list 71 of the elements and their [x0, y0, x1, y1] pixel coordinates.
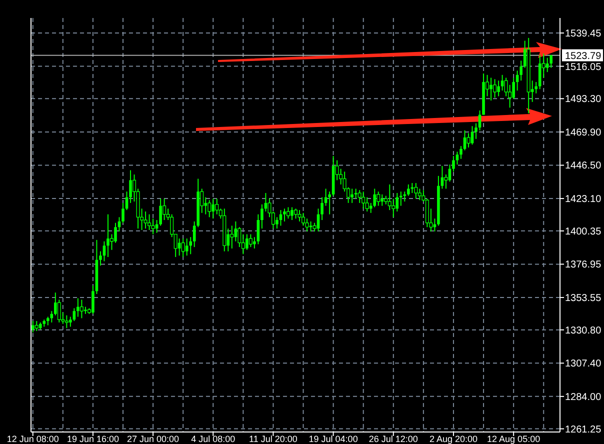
candlestick	[151, 218, 155, 235]
candlestick	[294, 208, 298, 220]
candlestick	[256, 214, 260, 245]
candlestick	[309, 220, 312, 232]
candlestick	[350, 188, 354, 204]
y-tick-label: 1376.95	[565, 260, 602, 271]
y-tick-label: 1261.25	[565, 424, 602, 436]
candlestick	[31, 320, 34, 333]
y-tick-label: 1284.00	[565, 392, 602, 403]
candlestick	[328, 191, 331, 215]
candlestick	[189, 236, 192, 255]
candlestick	[380, 194, 384, 206]
y-tick-label: 1446.50	[565, 160, 602, 172]
candlestick	[34, 320, 38, 332]
candlestick	[114, 222, 117, 244]
candlestick	[181, 238, 185, 258]
x-tick-label: 12 Jun 08:00	[6, 434, 59, 444]
candlestick	[215, 198, 219, 215]
candlestick	[106, 214, 110, 258]
x-tick-label: 11 Jul 20:00	[249, 434, 298, 444]
candlestick	[500, 74, 504, 92]
candlestick	[185, 238, 188, 256]
candlestick	[50, 310, 54, 323]
candlestick	[248, 234, 252, 248]
candlestick	[76, 298, 80, 318]
candlestick	[538, 54, 542, 90]
candlestick	[362, 191, 366, 210]
candlestick	[148, 214, 152, 230]
candlestick	[80, 299, 84, 319]
candlestick	[298, 210, 302, 222]
candlestick	[354, 188, 358, 200]
candlestick	[208, 200, 212, 218]
candlestick	[550, 54, 553, 68]
candlestick	[212, 198, 215, 220]
candlestick	[286, 206, 290, 220]
candlestick	[490, 77, 492, 102]
y-tick-label: 1516.05	[565, 62, 602, 73]
x-tick-label: 19 Jul 04:00	[308, 434, 358, 444]
y-tick-label: 1400.35	[565, 226, 602, 238]
candlestick	[376, 191, 380, 206]
candlestick	[144, 210, 148, 230]
y-tick-label: 1539.45	[565, 28, 602, 40]
candlestick	[456, 151, 459, 166]
x-tick-label: 26 Jul 12:00	[368, 434, 418, 444]
candlestick	[493, 78, 497, 98]
y-tick-label: 1469.90	[565, 127, 602, 138]
x-tick-label: 2 Aug 20:00	[429, 434, 478, 444]
candlestick	[54, 292, 57, 316]
candlestick	[407, 184, 410, 196]
x-tick-label: 27 Jun 00:00	[127, 434, 180, 444]
candlestick	[452, 156, 455, 172]
candlestick	[497, 80, 500, 97]
candlestick	[290, 206, 294, 221]
candlestick	[546, 57, 549, 73]
x-tick-label: 4 Jul 08:00	[191, 434, 236, 444]
x-tick-label: 12 Aug 05:00	[487, 434, 540, 444]
y-tick-label: 1353.55	[565, 292, 602, 304]
candlestick	[246, 234, 248, 250]
candlestick	[283, 208, 286, 222]
y-tick-label: 1307.40	[565, 358, 602, 370]
candlestick	[64, 314, 68, 329]
y-tick-label: 1423.10	[565, 194, 602, 206]
candlestick	[230, 225, 234, 249]
x-tick-label: 19 Jun 16:00	[66, 434, 119, 444]
ref-line-label: 1523.79	[565, 50, 602, 62]
candlestick	[463, 130, 466, 151]
y-tick-label: 1330.80	[565, 325, 602, 336]
y-tick-label: 1493.30	[565, 94, 602, 106]
candlestick	[414, 182, 418, 200]
candlestick	[400, 191, 402, 206]
candlestick	[403, 191, 406, 202]
